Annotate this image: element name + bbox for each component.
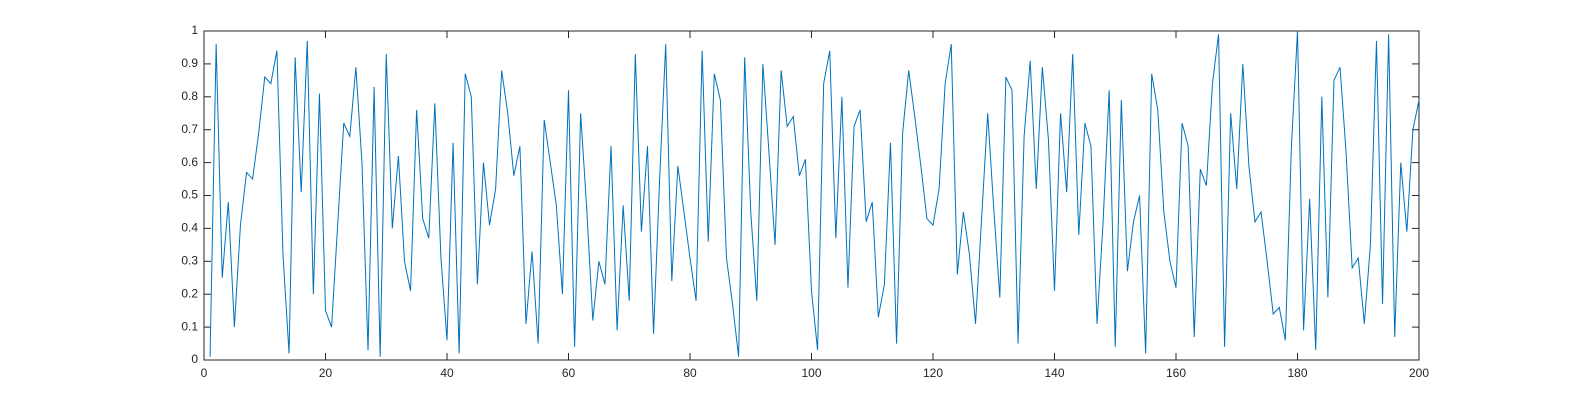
y-tick-label: 0.7 [181,122,198,136]
data-line [209,30,1420,357]
x-tick-label: 100 [801,366,821,380]
y-tick-label: 0.2 [181,286,198,300]
y-tick-label: 0.4 [181,221,198,235]
x-tick-label: 120 [923,366,943,380]
y-tick-label: 0.6 [181,155,198,169]
y-tick-label: 0.9 [181,56,198,70]
x-tick-label: 200 [1409,366,1429,380]
y-tick-label: 0.1 [181,319,198,333]
x-tick-label: 180 [1287,366,1307,380]
y-tick-label: 0.3 [181,253,198,267]
x-tick-label: 60 [562,366,576,380]
x-tick-label: 40 [440,366,454,380]
x-tick-label: 160 [1166,366,1186,380]
x-tick-label: 20 [319,366,333,380]
y-tick-label: 0.8 [181,89,198,103]
y-tick-label: 1 [191,23,198,37]
x-tick-label: 80 [683,366,697,380]
x-tick-label: 0 [201,366,208,380]
y-tick-label: 0.5 [181,188,198,202]
x-tick-label: 140 [1044,366,1064,380]
y-tick-label: 0 [191,352,198,366]
plot-box [203,30,1420,361]
